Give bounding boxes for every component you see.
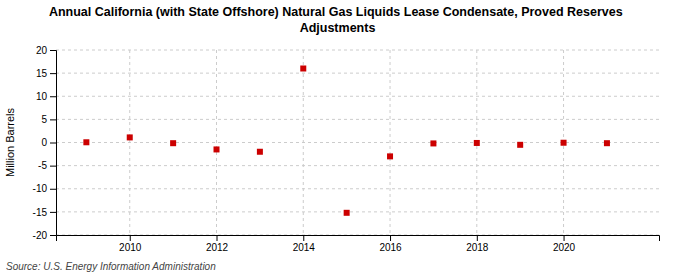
- grid-line: [303, 50, 304, 235]
- points: [83, 66, 610, 216]
- point: [83, 139, 89, 145]
- x-tick-mark: [130, 235, 131, 241]
- x-tick-mark: [217, 235, 218, 241]
- y-tick-label: -5: [38, 160, 47, 171]
- y-tick-label: -15: [33, 207, 48, 218]
- x-tick: 2012: [206, 235, 229, 253]
- point: [127, 134, 133, 140]
- x-tick-mark: [564, 235, 565, 241]
- point: [170, 140, 176, 146]
- x-tick: 2018: [466, 235, 489, 253]
- grid-line: [56, 188, 659, 189]
- x-tick-mark: [390, 235, 391, 241]
- y-label: Million Barrels: [4, 107, 16, 177]
- y-axis-line: [50, 51, 57, 236]
- x-tick-mark: [477, 235, 478, 241]
- y-tick-label: 20: [36, 45, 48, 56]
- y-tick: 15: [36, 68, 56, 79]
- y-tick-mark: [50, 96, 56, 97]
- grid-line: [56, 73, 659, 74]
- point: [214, 146, 220, 152]
- grid-line: [56, 96, 659, 97]
- point: [561, 140, 567, 146]
- y-tick-mark: [50, 235, 56, 236]
- y-tick-label: 15: [36, 68, 48, 79]
- x-axis: 2010 2012 2014 2016 2018 2020: [57, 235, 660, 253]
- y-tick-label: 10: [36, 91, 48, 102]
- y-tick: 5: [41, 114, 56, 125]
- point: [344, 210, 350, 216]
- y-tick-mark: [50, 143, 56, 144]
- x-tick: 2016: [379, 235, 402, 253]
- y-tick: -20: [33, 230, 56, 241]
- y-tick-mark: [50, 119, 56, 120]
- grid-line: [56, 50, 659, 51]
- grid-line: [216, 50, 217, 235]
- point: [387, 153, 393, 159]
- y-tick-mark: [50, 212, 56, 213]
- y-tick-label: -20: [33, 230, 48, 241]
- y-tick: 20: [36, 45, 56, 56]
- point: [517, 142, 523, 148]
- x-tick-mark: [303, 235, 304, 241]
- title: Annual California (with State Offshore) …: [49, 5, 626, 35]
- y-tick: 0: [41, 137, 56, 148]
- title-line: Annual California (with State Offshore) …: [49, 5, 626, 19]
- x-tick: 2014: [293, 235, 316, 253]
- point: [474, 140, 480, 146]
- grid-line: [56, 211, 659, 212]
- y-tick-label: 5: [41, 114, 47, 125]
- point: [430, 140, 436, 146]
- y-axis: -20 -15 -10 -5 0 5 10 15 20: [33, 45, 57, 241]
- y-tick-mark: [50, 166, 56, 167]
- x-tick: 2010: [119, 235, 142, 253]
- chart: Annual California (with State Offshore) …: [0, 0, 675, 275]
- point: [257, 149, 263, 155]
- grid-line: [129, 50, 130, 235]
- source: Source: U.S. Energy Information Administ…: [6, 261, 216, 272]
- y-tick-mark: [50, 73, 56, 74]
- x-tick: 2020: [553, 235, 576, 253]
- y-tick-mark: [50, 50, 56, 51]
- y-tick: -5: [38, 160, 56, 171]
- y-tick-mark: [50, 189, 56, 190]
- x-tick-label: 2012: [206, 242, 229, 253]
- y-tick: -10: [33, 183, 56, 194]
- grid-line: [56, 165, 659, 166]
- x-tick-label: 2016: [379, 242, 402, 253]
- grid-line: [390, 50, 391, 235]
- x-tick-label: 2020: [553, 242, 576, 253]
- x-tick-label: 2018: [466, 242, 489, 253]
- point: [300, 66, 306, 72]
- x-tick-label: 2010: [119, 242, 142, 253]
- y-tick-label: -10: [33, 183, 48, 194]
- point: [604, 140, 610, 146]
- x-tick-label: 2014: [293, 242, 316, 253]
- y-tick-label: 0: [41, 137, 47, 148]
- grid-line: [56, 142, 659, 143]
- y-tick: 10: [36, 91, 56, 102]
- grid: [56, 50, 659, 235]
- title-line: Adjustments: [300, 21, 376, 35]
- grid-line: [56, 119, 659, 120]
- x-axis-line: [57, 236, 660, 242]
- plot: -20-15-10-505101520201020122014201620182…: [33, 45, 660, 253]
- y-tick: -15: [33, 207, 56, 218]
